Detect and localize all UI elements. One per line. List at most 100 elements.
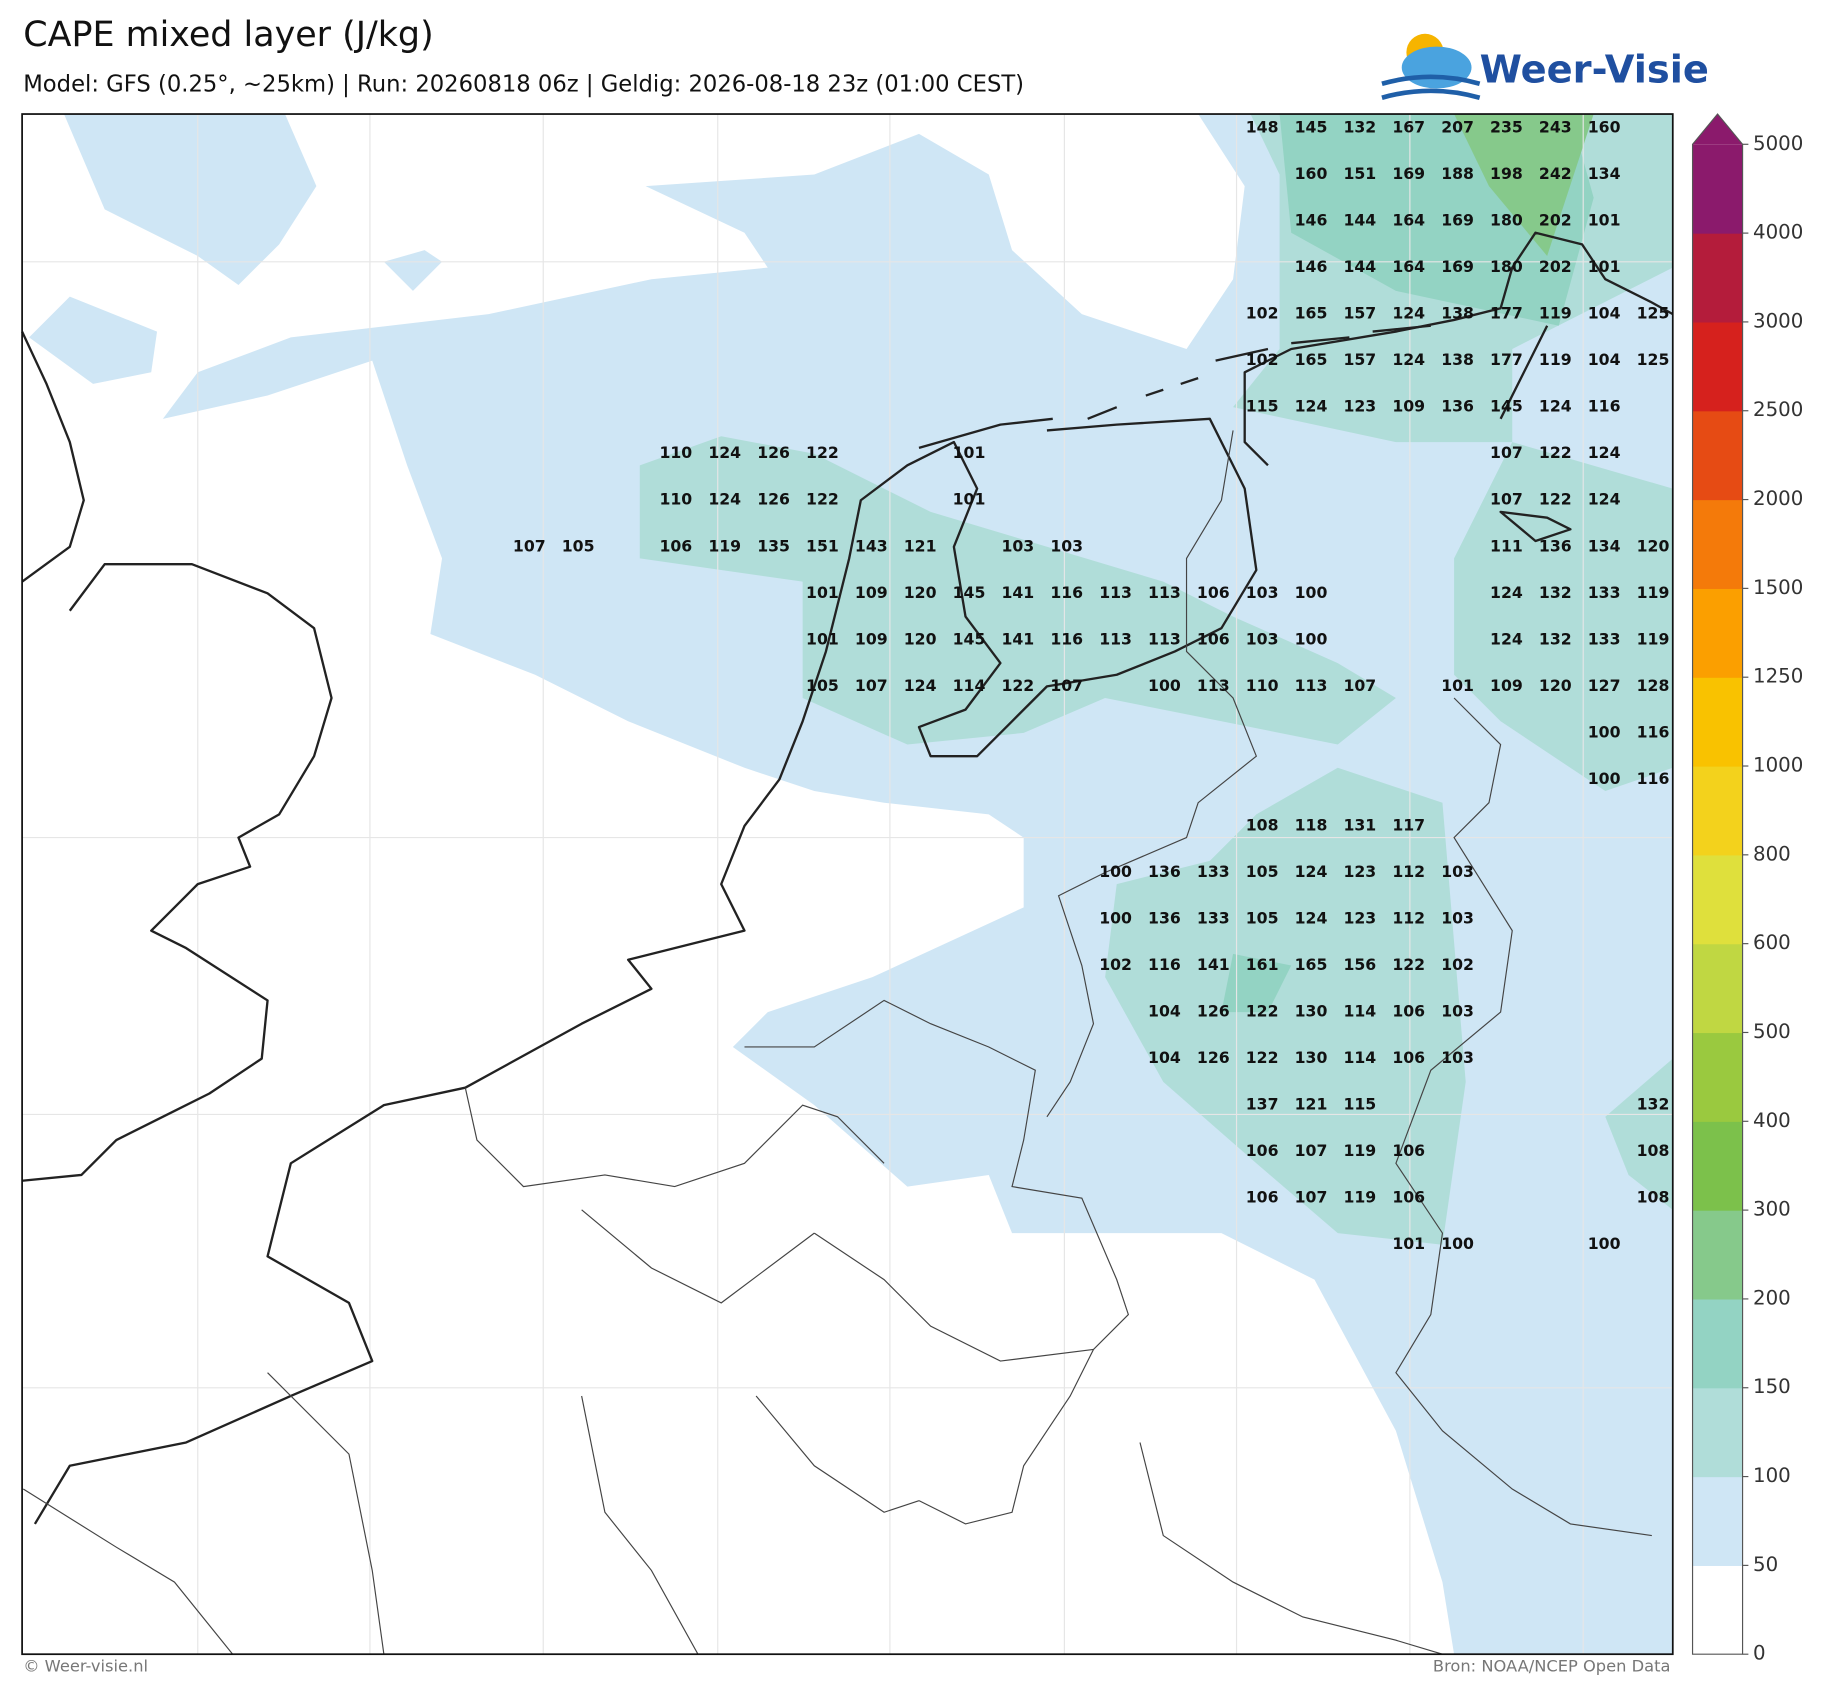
cape-value: 146 <box>1295 257 1328 276</box>
cape-value: 119 <box>1539 304 1572 323</box>
cape-value: 122 <box>1539 443 1572 462</box>
colorbar-tick-label: 2000 <box>1753 487 1803 510</box>
cape-value: 242 <box>1539 164 1572 183</box>
cape-value: 102 <box>1099 955 1132 974</box>
cape-value: 167 <box>1392 118 1425 137</box>
colorbar-segment <box>1692 677 1743 767</box>
cape-value: 164 <box>1392 211 1425 230</box>
cape-value: 169 <box>1441 211 1474 230</box>
cape-value: 106 <box>659 536 692 555</box>
cape-value: 103 <box>1441 909 1474 928</box>
cape-value: 112 <box>1392 862 1425 881</box>
cape-value: 144 <box>1343 257 1376 276</box>
cape-value: 101 <box>806 629 839 648</box>
cape-value: 100 <box>1588 1234 1621 1253</box>
colorbar-tick-label: 1000 <box>1753 754 1803 777</box>
cape-value: 125 <box>1637 350 1670 369</box>
colorbar-tick-label: 300 <box>1753 1198 1791 1221</box>
colorbar-segment <box>1692 1298 1743 1389</box>
cape-value: 124 <box>1295 397 1328 416</box>
cape-value: 100 <box>1148 676 1181 695</box>
cape-value: 116 <box>1050 629 1083 648</box>
colorbar-segment <box>1692 1387 1743 1478</box>
colorbar-tick-label: 600 <box>1753 931 1791 954</box>
cape-value: 123 <box>1343 909 1376 928</box>
cape-value: 121 <box>1295 1095 1328 1114</box>
cape-value: 120 <box>1637 536 1670 555</box>
colorbar-tick-label: 150 <box>1753 1375 1791 1398</box>
graticule <box>22 114 1673 1655</box>
cape-value: 106 <box>1392 1002 1425 1021</box>
colorbar-extend <box>1692 114 1743 145</box>
title: CAPE mixed layer (J/kg) <box>23 15 433 55</box>
cape-value: 235 <box>1490 118 1523 137</box>
cape-value: 124 <box>1539 397 1572 416</box>
cape-value: 130 <box>1295 1002 1328 1021</box>
cape-value: 145 <box>953 583 986 602</box>
cape-value: 103 <box>1441 1002 1474 1021</box>
cape-value: 188 <box>1441 164 1474 183</box>
cape-value: 107 <box>1295 1188 1328 1207</box>
colorbar-segment <box>1692 766 1743 856</box>
cape-value: 124 <box>708 490 741 509</box>
cape-value: 141 <box>1197 955 1230 974</box>
cape-value: 169 <box>1392 164 1425 183</box>
cape-value: 109 <box>855 583 888 602</box>
cape-value: 133 <box>1588 583 1621 602</box>
cape-value: 107 <box>513 536 546 555</box>
colorbar-segment <box>1692 588 1743 678</box>
cape-value: 106 <box>1246 1141 1279 1160</box>
logo: Weer-Visie <box>1381 33 1709 100</box>
colorbar-segment <box>1692 1476 1743 1566</box>
cape-value: 145 <box>953 629 986 648</box>
cape-value: 151 <box>1343 164 1376 183</box>
cape-value: 109 <box>1490 676 1523 695</box>
cape-value: 124 <box>1588 490 1621 509</box>
cape-value: 104 <box>1148 1048 1181 1067</box>
cape-value: 143 <box>855 536 888 555</box>
cape-value: 107 <box>1343 676 1376 695</box>
cape-value: 165 <box>1295 304 1328 323</box>
cape-value: 116 <box>1050 583 1083 602</box>
cape-value: 157 <box>1343 304 1376 323</box>
cape-value: 160 <box>1588 118 1621 137</box>
cape-value: 110 <box>659 443 692 462</box>
colorbar-segment <box>1692 1210 1743 1300</box>
cape-value: 103 <box>1441 862 1474 881</box>
colorbar-tick-label: 3000 <box>1753 309 1803 332</box>
cape-value: 107 <box>1490 490 1523 509</box>
cape-value: 133 <box>1588 629 1621 648</box>
colorbar-tick-label: 4000 <box>1753 221 1803 244</box>
cape-value: 120 <box>904 583 937 602</box>
cape-value: 122 <box>1246 1048 1279 1067</box>
cape-value: 138 <box>1441 304 1474 323</box>
cape-value: 132 <box>1539 629 1572 648</box>
cape-value: 100 <box>1588 769 1621 788</box>
cape-value: 141 <box>1001 583 1034 602</box>
cape-value: 100 <box>1295 629 1328 648</box>
cape-value: 114 <box>1343 1002 1376 1021</box>
cape-value: 169 <box>1441 257 1474 276</box>
cape-value: 144 <box>1343 211 1376 230</box>
cape-value: 101 <box>1392 1234 1425 1253</box>
cape-value: 138 <box>1441 350 1474 369</box>
colorbar-segment <box>1692 943 1743 1034</box>
cape-value: 106 <box>1197 583 1230 602</box>
cape-value: 136 <box>1441 397 1474 416</box>
cape-value: 156 <box>1343 955 1376 974</box>
cape-value: 120 <box>904 629 937 648</box>
colorbar-segment <box>1692 1032 1743 1122</box>
cape-value: 117 <box>1392 815 1425 834</box>
cape-value: 177 <box>1490 350 1523 369</box>
cape-value: 110 <box>659 490 692 509</box>
cape-value: 130 <box>1295 1048 1328 1067</box>
cape-value: 202 <box>1539 211 1572 230</box>
colorbar-tick-label: 200 <box>1753 1286 1791 1309</box>
subtitle: Model: GFS (0.25°, ~25km) | Run: 2026081… <box>23 71 1024 97</box>
colorbar-segment <box>1692 233 1743 323</box>
cape-value: 122 <box>1246 1002 1279 1021</box>
cape-value: 113 <box>1099 583 1132 602</box>
cape-value: 106 <box>1392 1048 1425 1067</box>
cape-value: 157 <box>1343 350 1376 369</box>
cape-value: 100 <box>1588 722 1621 741</box>
